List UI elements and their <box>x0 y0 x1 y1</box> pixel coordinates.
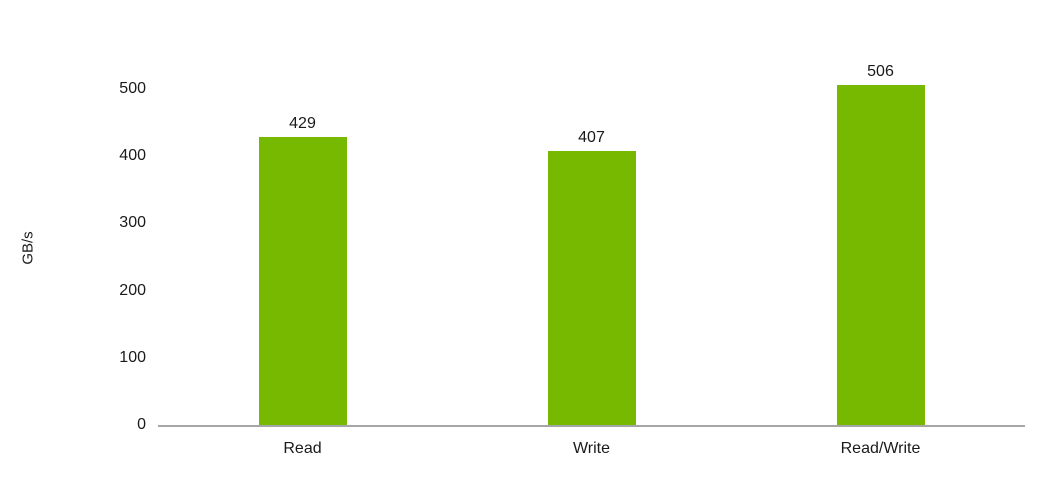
category-label: Write <box>572 440 611 457</box>
y-tick-label: 300 <box>119 214 146 232</box>
y-tick-label: 0 <box>137 416 146 433</box>
x-axis-line <box>158 425 1025 427</box>
bar-value-label: 429 <box>289 115 316 132</box>
y-tick-label: 200 <box>119 281 146 299</box>
y-axis-title: GB/s <box>19 231 37 265</box>
bar-value-label: 407 <box>578 129 605 146</box>
category-label: Read/Write <box>840 440 921 457</box>
bar-read-write <box>836 85 925 425</box>
y-tick-label: 500 <box>119 80 146 97</box>
bar-write <box>547 151 636 425</box>
bar-value-label: 506 <box>867 63 894 80</box>
bar-read <box>258 137 347 425</box>
y-tick-label: 400 <box>119 147 146 165</box>
y-tick-label: 100 <box>119 348 146 366</box>
category-label: Read <box>283 440 322 457</box>
